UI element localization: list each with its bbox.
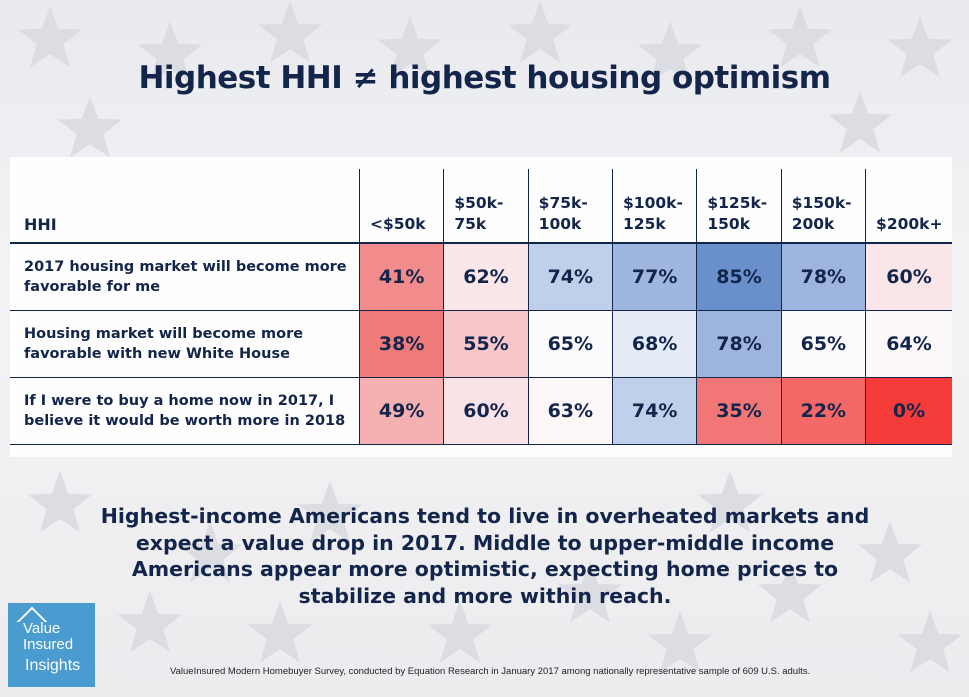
heatmap-cell: 49%: [358, 377, 445, 445]
heatmap-cell: 60%: [865, 242, 952, 311]
heatmap-cell: 22%: [780, 377, 867, 445]
heatmap-cell: 62%: [443, 242, 529, 311]
heatmap-table: HHI <$50k $50k-75k $75k-100k $100k-125k $125…: [10, 157, 952, 457]
row-label: If I were to buy a home now in 2017, I b…: [10, 377, 360, 445]
star-icon: [377, 16, 443, 78]
star-icon: [137, 21, 203, 83]
column-header: $125k-150k: [696, 169, 782, 244]
star-icon: [427, 601, 493, 663]
star-icon: [827, 91, 893, 153]
column-header: $75k-100k: [527, 169, 613, 244]
valueinsured-logo: Value Insured Insights: [8, 603, 95, 687]
column-header: $150k-200k: [780, 169, 866, 244]
heatmap-cell: 65%: [780, 310, 867, 378]
star-icon: [757, 561, 823, 623]
heatmap-cell: 74%: [527, 242, 614, 311]
star-icon: [177, 521, 243, 583]
star-icon: [697, 471, 763, 533]
logo-line1: Value: [23, 620, 61, 637]
star-icon: [767, 6, 833, 68]
heatmap-cell: 68%: [611, 310, 698, 378]
heatmap-cell: 0%: [865, 377, 952, 445]
star-icon: [27, 471, 93, 533]
star-icon: [117, 591, 183, 653]
column-header: $200k+: [865, 169, 952, 244]
star-icon: [887, 16, 953, 78]
row-header: HHI: [10, 169, 360, 244]
page-title: Highest HHI ≠ highest housing optimism: [138, 60, 831, 96]
table-row: 2017 housing market will become more fav…: [10, 242, 952, 311]
star-icon: [507, 1, 573, 63]
row-label: Housing market will become more favorabl…: [10, 310, 360, 378]
star-icon: [857, 521, 923, 583]
star-icon: [257, 1, 323, 63]
table-row: Housing market will become more favorabl…: [10, 310, 952, 378]
star-icon: [57, 96, 123, 158]
summary-text: Highest-income Americans tend to live in…: [100, 504, 870, 608]
heatmap-cell: 55%: [443, 310, 529, 378]
heatmap-cell: 35%: [696, 377, 782, 445]
heatmap-cell: 65%: [527, 310, 614, 378]
column-header: $100k-125k: [611, 169, 697, 244]
heatmap-cell: 85%: [696, 242, 782, 311]
logo-line2: Insured: [23, 636, 74, 653]
heatmap-cell: 63%: [527, 377, 614, 445]
star-icon: [637, 21, 703, 83]
heatmap-cell: 60%: [443, 377, 529, 445]
heatmap-cell: 74%: [611, 377, 698, 445]
star-icon: [557, 561, 623, 623]
heatmap-cell: 78%: [696, 310, 782, 378]
column-header: $50k-75k: [443, 169, 529, 244]
heatmap-cell: 78%: [780, 242, 867, 311]
star-icon: [897, 611, 963, 673]
star-icon: [247, 601, 313, 663]
star-icon: [17, 6, 83, 68]
table-row: If I were to buy a home now in 2017, I b…: [10, 377, 952, 445]
header-row: HHI <$50k $50k-75k $75k-100k $100k-125k $125…: [10, 169, 952, 244]
heatmap-cell: 38%: [358, 310, 445, 378]
heatmap-cell: 77%: [611, 242, 698, 311]
star-icon: [297, 481, 363, 543]
source-footnote: ValueInsured Modern Homebuyer Survey, co…: [170, 666, 811, 677]
column-header: <$50k: [358, 169, 444, 244]
star-icon: [647, 611, 713, 673]
heatmap-cell: 64%: [865, 310, 952, 378]
row-label: 2017 housing market will become more fav…: [10, 242, 360, 311]
heatmap-cell: 41%: [358, 242, 445, 311]
logo-line3: Insights: [25, 657, 81, 674]
